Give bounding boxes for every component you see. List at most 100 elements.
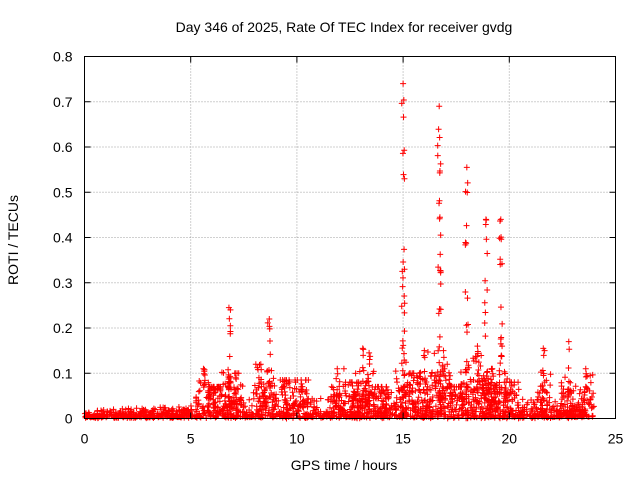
data-point xyxy=(483,236,490,243)
data-point xyxy=(234,398,241,405)
data-point xyxy=(547,409,554,416)
data-point xyxy=(399,407,406,414)
data-point xyxy=(435,411,442,418)
data-point xyxy=(355,408,362,415)
data-point xyxy=(497,256,504,263)
data-point xyxy=(342,390,349,397)
data-point xyxy=(308,414,315,421)
data-point xyxy=(424,391,431,398)
data-point xyxy=(271,391,278,398)
data-point xyxy=(422,375,429,382)
data-point xyxy=(311,403,318,410)
data-point xyxy=(588,394,595,401)
data-point xyxy=(266,407,273,414)
data-point xyxy=(230,405,237,412)
data-point xyxy=(477,381,484,388)
data-point xyxy=(283,397,290,404)
data-point xyxy=(110,406,117,413)
data-point xyxy=(280,383,286,390)
data-point xyxy=(535,393,542,400)
data-point xyxy=(459,398,466,405)
data-point xyxy=(431,350,438,357)
data-point xyxy=(465,409,472,416)
data-point xyxy=(435,264,442,271)
data-point xyxy=(350,400,357,407)
data-point xyxy=(255,407,262,414)
data-point xyxy=(401,300,408,307)
data-point xyxy=(464,189,471,196)
data-point xyxy=(539,394,546,401)
y-tick-label: 0.1 xyxy=(53,365,73,381)
y-tick-label: 0.4 xyxy=(53,230,73,246)
data-point xyxy=(277,377,284,384)
data-point xyxy=(402,359,409,366)
data-point xyxy=(289,389,296,396)
data-point xyxy=(589,371,596,378)
data-point xyxy=(359,378,366,385)
data-point xyxy=(226,379,233,386)
data-point xyxy=(260,393,267,400)
data-point xyxy=(333,397,340,404)
y-axis-label: ROTI / TECUs xyxy=(5,195,21,285)
data-point xyxy=(537,399,544,406)
data-point xyxy=(590,390,597,397)
data-point xyxy=(284,406,291,413)
data-point xyxy=(251,382,258,389)
data-point xyxy=(438,395,445,402)
x-tick-label: 0 xyxy=(81,431,89,447)
data-point xyxy=(367,353,374,360)
data-point xyxy=(547,371,554,378)
data-point xyxy=(141,412,148,419)
data-point xyxy=(359,345,366,352)
data-point xyxy=(263,403,270,410)
data-point xyxy=(415,394,422,401)
data-point xyxy=(416,387,423,394)
data-point xyxy=(164,409,171,416)
data-point xyxy=(169,405,176,412)
data-point xyxy=(227,328,234,335)
data-point xyxy=(357,402,364,409)
data-point xyxy=(259,390,266,397)
data-point xyxy=(286,412,293,419)
data-point xyxy=(286,384,293,391)
data-point xyxy=(417,369,424,376)
data-point xyxy=(475,366,482,373)
data-point xyxy=(537,406,544,413)
data-point xyxy=(224,383,231,390)
data-point xyxy=(329,384,336,391)
data-point xyxy=(492,393,499,400)
data-point xyxy=(419,399,426,406)
data-point xyxy=(421,368,428,375)
data-point xyxy=(426,403,433,410)
data-point xyxy=(201,407,208,414)
data-point xyxy=(409,401,416,408)
data-point xyxy=(339,406,346,413)
data-point xyxy=(201,372,208,379)
data-point xyxy=(482,333,489,340)
data-point xyxy=(179,406,186,413)
data-point xyxy=(504,403,511,410)
data-point xyxy=(360,412,367,419)
data-point xyxy=(432,385,439,392)
data-point xyxy=(543,389,550,396)
data-point xyxy=(360,346,367,353)
data-point xyxy=(481,319,488,326)
data-point xyxy=(395,387,402,394)
data-point xyxy=(484,368,491,375)
data-point xyxy=(360,352,367,359)
data-point xyxy=(297,401,304,408)
data-point xyxy=(496,384,503,391)
data-point xyxy=(453,401,460,408)
data-point xyxy=(399,345,406,352)
data-point xyxy=(457,369,464,376)
data-point xyxy=(462,288,469,295)
data-point xyxy=(589,404,596,411)
data-point xyxy=(589,412,596,419)
data-point xyxy=(463,164,470,171)
data-point xyxy=(281,384,288,391)
data-point xyxy=(497,216,504,223)
data-point xyxy=(540,345,547,352)
data-point xyxy=(150,414,157,421)
data-point xyxy=(349,382,356,389)
data-point xyxy=(581,399,588,406)
